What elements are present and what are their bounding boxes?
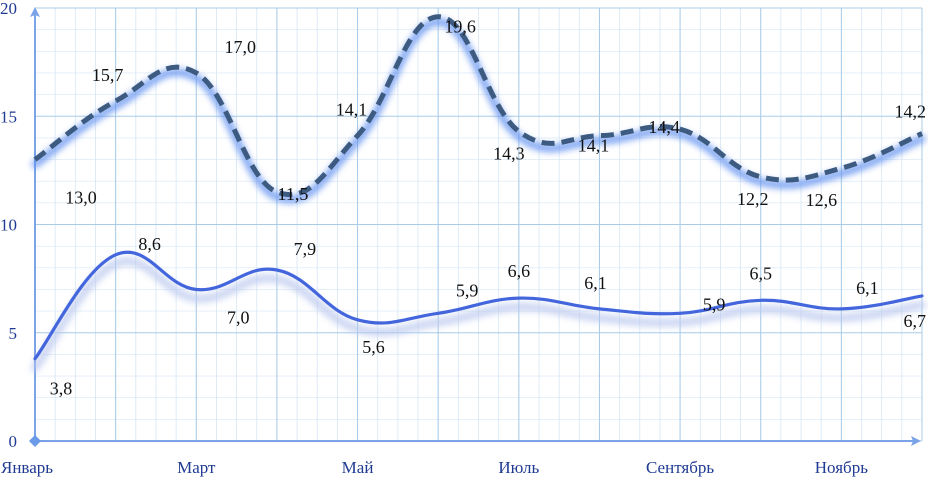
data-label: 5,9: [703, 294, 726, 314]
series-group: [31, 14, 926, 372]
data-label: 5,9: [456, 280, 479, 300]
series-solid-line: [33, 250, 924, 361]
series-dashed-glow: [31, 18, 926, 204]
data-label: 14,4: [648, 117, 680, 137]
x-tick-label: Ноябрь: [815, 458, 868, 477]
data-label: 3,8: [50, 379, 73, 399]
data-label: 12,6: [806, 190, 838, 210]
data-label: 6,6: [508, 261, 531, 281]
data-label: 8,6: [138, 234, 161, 254]
x-tick-label: Май: [342, 458, 374, 477]
data-label: 6,5: [749, 263, 772, 283]
data-label: 7,9: [294, 239, 317, 259]
series-solid-glow: [31, 257, 926, 372]
x-axis-arrow: [911, 436, 921, 446]
data-label: 15,7: [92, 65, 124, 85]
data-label: 14,2: [895, 102, 927, 122]
y-tick-label: 0: [9, 432, 18, 451]
x-tick-label: Март: [177, 458, 216, 477]
data-label: 12,2: [737, 189, 769, 209]
data-label: 7,0: [227, 307, 250, 327]
grid: [34, 7, 923, 442]
y-tick-label: 5: [9, 324, 18, 343]
y-tick-label: 10: [0, 216, 17, 235]
data-label: 6,1: [584, 273, 607, 293]
data-label: 19,6: [444, 17, 476, 37]
data-label: 6,1: [856, 278, 879, 298]
x-tick-label: Сентябрь: [646, 458, 714, 477]
data-label: 13,0: [65, 188, 97, 208]
data-label: 14,1: [336, 100, 368, 120]
y-axis-arrow: [30, 7, 40, 17]
data-label: 5,6: [362, 337, 385, 357]
data-label: 6,7: [904, 311, 927, 331]
data-labels: 13,0 15,7 17,0 11,5 14,1 19,6 14,3 14,1 14,4 12,2…: [50, 17, 926, 399]
x-tick-label: Июль: [498, 458, 539, 477]
data-label: 14,3: [493, 143, 525, 163]
series-dashed-line: [33, 14, 923, 198]
y-tick-label: 20: [0, 0, 17, 18]
x-tick-label: Январь: [1, 458, 53, 477]
y-tick-label: 15: [0, 107, 17, 126]
axis-origin-marker: [29, 435, 41, 447]
data-label: 17,0: [225, 37, 257, 57]
data-label: 11,5: [277, 184, 308, 204]
data-label: 14,1: [578, 136, 610, 156]
